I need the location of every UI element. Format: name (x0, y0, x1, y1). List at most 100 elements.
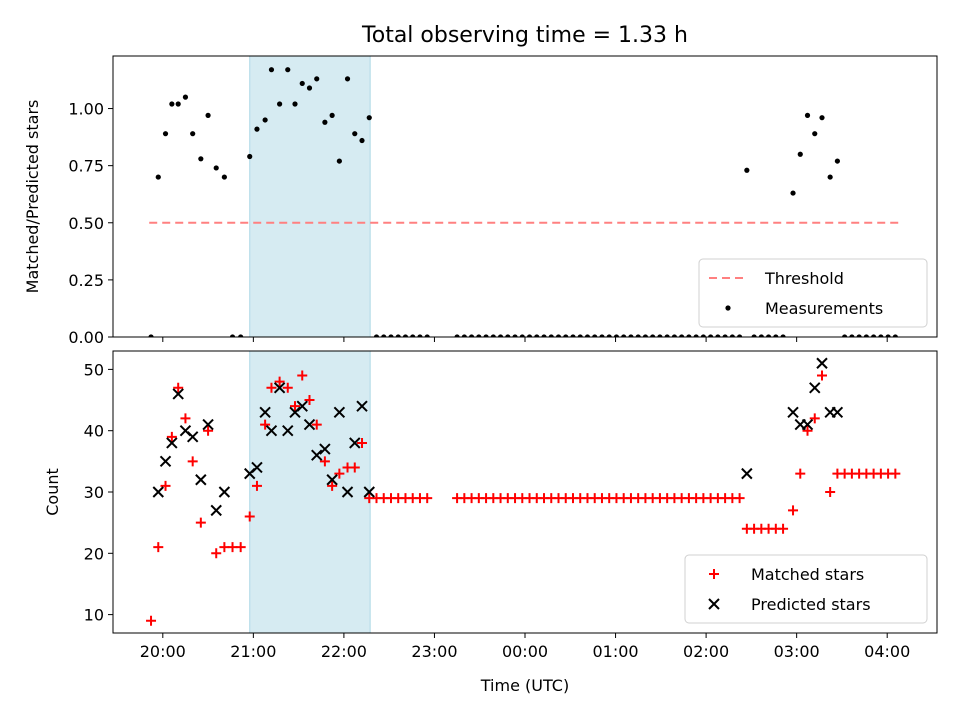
measurements-point (599, 334, 605, 337)
legend-box (698, 258, 928, 328)
measurements-point (834, 158, 840, 164)
legend-label: Measurements (765, 299, 883, 318)
predicted-stars-point (303, 418, 316, 431)
measurements-point (628, 334, 634, 337)
matched-stars-point (795, 468, 806, 479)
measurements-point (329, 112, 335, 118)
measurements-point (476, 334, 482, 337)
predicted-stars-point (195, 474, 207, 486)
x-tick-label: 23:00 (411, 642, 457, 661)
predicted-stars-point (349, 437, 361, 449)
measurements-point (262, 117, 268, 123)
measurements-point (285, 67, 291, 73)
y-tick-label: 30 (84, 483, 104, 502)
predicted-stars-point (333, 406, 346, 419)
measurements-point (490, 334, 496, 337)
predicted-stars-point (166, 437, 178, 449)
predicted-stars-point (831, 406, 844, 419)
legend: Matched stars Predicted stars (684, 554, 928, 624)
measurements-point (268, 67, 275, 73)
measurements-point (737, 334, 743, 337)
predicted-stars-point (296, 400, 308, 412)
measurements-point (842, 334, 848, 337)
matched-stars-point (290, 401, 301, 412)
measurements-point (182, 94, 189, 100)
matched-stars-point (282, 382, 293, 393)
measurements-point (512, 334, 518, 337)
measurements-point (584, 334, 591, 337)
measurements-point (534, 334, 540, 337)
predicted-stars-point (265, 424, 278, 437)
measurements-point (169, 101, 175, 107)
predicted-stars-point (326, 474, 338, 486)
measurements-point (790, 190, 796, 196)
predicted-stars-point (363, 486, 375, 498)
measurements-point (885, 334, 891, 337)
measurements-point (863, 334, 869, 337)
bottom-panel: 20:00 21:00 22:00 23:00 00:00 01:00 02:00 03:00… (43, 350, 938, 695)
predicted-stars-point (159, 455, 172, 468)
matched-stars-point (734, 493, 745, 504)
measurements-point (555, 334, 562, 337)
measurements-point (314, 76, 320, 82)
measurements-point (635, 334, 641, 337)
y-tick-label: 0.00 (68, 328, 104, 347)
matched-stars-point (146, 615, 157, 626)
x-tick-label: 01:00 (592, 642, 638, 661)
measurements-point (155, 174, 161, 180)
measurements-point (148, 334, 154, 337)
measurements-point (563, 334, 569, 337)
measurements-point (322, 119, 328, 125)
measurements-point (804, 112, 811, 118)
observing-window-band (249, 350, 371, 634)
measurements-point (336, 158, 342, 164)
legend-matched-stars-marker (709, 569, 719, 579)
y-tick-label: 50 (84, 360, 104, 379)
matched-stars-point (211, 548, 222, 559)
x-tick-label: 21:00 (230, 642, 276, 661)
measurements-point (344, 76, 351, 82)
matched-stars-point (817, 370, 828, 381)
measurements-point (613, 334, 620, 337)
measurements-point (373, 334, 380, 337)
y-axis-label: Count (43, 468, 62, 516)
measurements-point (819, 115, 825, 121)
y-tick-label: 1.00 (68, 100, 104, 119)
matched-stars-point (311, 419, 322, 430)
legend-label: Threshold (764, 269, 844, 288)
measurements-point (238, 334, 244, 337)
measurements-point (621, 334, 627, 337)
measurements-point (366, 115, 372, 121)
predicted-stars-point (816, 357, 828, 369)
measurements-point (856, 334, 862, 337)
measurements-point (381, 334, 387, 337)
x-tick-label: 02:00 (683, 642, 729, 661)
chart-title: Total observing time = 1.33 h (361, 23, 688, 48)
measurements-point (729, 334, 735, 337)
matched-stars-point (153, 542, 164, 553)
matched-stars-point (809, 413, 820, 424)
measurements-point (577, 334, 583, 337)
measurements-point (526, 334, 533, 337)
measurements-point (402, 334, 409, 337)
measurements-point (722, 334, 728, 337)
measurements-point (359, 137, 365, 144)
matched-stars-point (788, 505, 799, 516)
measurements-point (213, 165, 219, 171)
matched-stars-point (304, 395, 315, 406)
legend-predicted-stars-marker (708, 598, 720, 610)
measurements-point (205, 112, 211, 118)
measurements-point (871, 334, 877, 337)
predicted-stars-point (356, 400, 368, 412)
measurements-point (468, 334, 475, 337)
matched-stars-point (357, 437, 368, 448)
measurements-point (352, 131, 358, 137)
matched-stars-point (251, 480, 262, 491)
measurements-point (292, 101, 298, 107)
measurements-point (417, 334, 423, 337)
matched-stars-point (180, 413, 191, 424)
observing-window-band (249, 55, 371, 338)
measurements-point (751, 334, 757, 337)
x-tick-label: 04:00 (864, 642, 910, 661)
